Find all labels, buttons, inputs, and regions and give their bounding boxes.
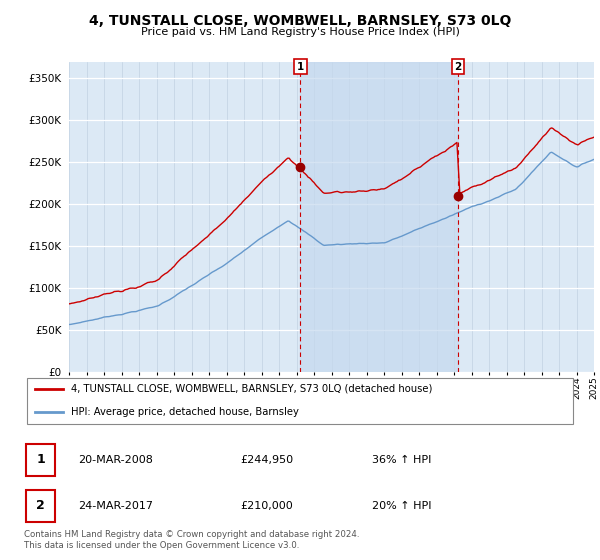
Text: 1: 1 [36, 453, 45, 466]
Text: 4, TUNSTALL CLOSE, WOMBWELL, BARNSLEY, S73 0LQ (detached house): 4, TUNSTALL CLOSE, WOMBWELL, BARNSLEY, S… [71, 384, 432, 394]
Text: 20% ↑ HPI: 20% ↑ HPI [372, 501, 431, 511]
Text: 1: 1 [297, 62, 304, 72]
Text: Contains HM Land Registry data © Crown copyright and database right 2024.
This d: Contains HM Land Registry data © Crown c… [24, 530, 359, 550]
Text: Price paid vs. HM Land Registry's House Price Index (HPI): Price paid vs. HM Land Registry's House … [140, 27, 460, 37]
Text: 2: 2 [36, 499, 45, 512]
FancyBboxPatch shape [26, 444, 55, 476]
Text: HPI: Average price, detached house, Barnsley: HPI: Average price, detached house, Barn… [71, 407, 299, 417]
Text: 36% ↑ HPI: 36% ↑ HPI [372, 455, 431, 465]
Text: £244,950: £244,950 [240, 455, 293, 465]
Bar [301, 62, 458, 372]
Text: 4, TUNSTALL CLOSE, WOMBWELL, BARNSLEY, S73 0LQ: 4, TUNSTALL CLOSE, WOMBWELL, BARNSLEY, S… [89, 14, 511, 28]
Text: 2: 2 [454, 62, 461, 72]
FancyBboxPatch shape [27, 379, 573, 423]
Text: £210,000: £210,000 [240, 501, 293, 511]
Text: 24-MAR-2017: 24-MAR-2017 [78, 501, 153, 511]
FancyBboxPatch shape [26, 489, 55, 522]
Text: 20-MAR-2008: 20-MAR-2008 [78, 455, 153, 465]
